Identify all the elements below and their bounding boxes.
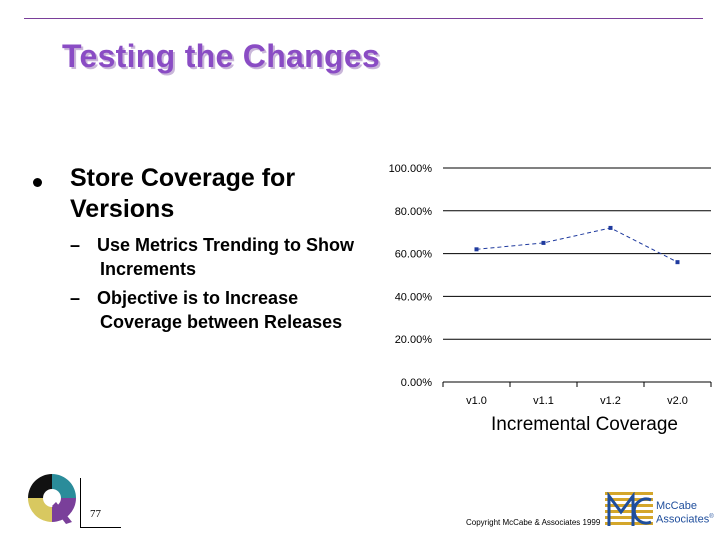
page-number: 77 <box>90 508 101 520</box>
mccabe-logo-icon <box>605 492 653 526</box>
sub-bullet-2-dash: – <box>70 288 81 308</box>
x-tick-label: v2.0 <box>667 395 688 407</box>
brand-name: McCabe Associates® <box>656 500 714 526</box>
series-line <box>476 227 678 263</box>
sub-bullet-1: – Use Metrics Trending to Show Increments <box>70 233 400 281</box>
sub-bullet-2: – Objective is to Increase Coverage betwe… <box>70 286 400 334</box>
sub-bullet-1-dash: – <box>70 235 81 255</box>
y-tick-label: 20.00% <box>395 334 433 346</box>
y-tick-label: 0.00% <box>401 377 432 389</box>
footer-vertical-rule <box>80 478 81 528</box>
chart-title: Incremental Coverage <box>491 414 678 435</box>
sub-bullet-2-line2: Coverage between Releases <box>100 312 343 332</box>
sub-bullet-1-line1: Use Metrics Trending to Show <box>97 235 355 255</box>
slide-title: Testing the Changes <box>62 38 381 74</box>
quality-logo-icon <box>28 474 76 524</box>
copyright-text: Copyright McCabe & Associates 1999 <box>466 518 601 527</box>
y-tick-label: 60.00% <box>395 249 433 261</box>
y-tick-label: 100.00% <box>389 163 433 175</box>
bullet-main-text: Store Coverage for Versions <box>70 164 296 223</box>
brand-line2: Associates <box>656 513 710 526</box>
brand-line1: McCabe <box>656 500 697 512</box>
data-point <box>541 240 546 245</box>
x-tick-label: v1.1 <box>533 395 554 407</box>
data-point <box>608 225 613 230</box>
bullet-dot <box>33 178 42 187</box>
y-tick-label: 40.00% <box>395 291 433 303</box>
data-point <box>675 260 680 265</box>
sub-bullet-2-line1: Objective is to Increase <box>97 288 299 308</box>
sub-bullet-1-line2: Increments <box>100 259 197 279</box>
data-point <box>474 247 479 252</box>
footer-horizontal-rule <box>81 527 121 528</box>
y-tick-label: 80.00% <box>395 206 433 218</box>
x-tick-label: v1.0 <box>466 395 487 407</box>
x-tick-label: v1.2 <box>600 395 621 407</box>
top-rule <box>24 18 703 19</box>
